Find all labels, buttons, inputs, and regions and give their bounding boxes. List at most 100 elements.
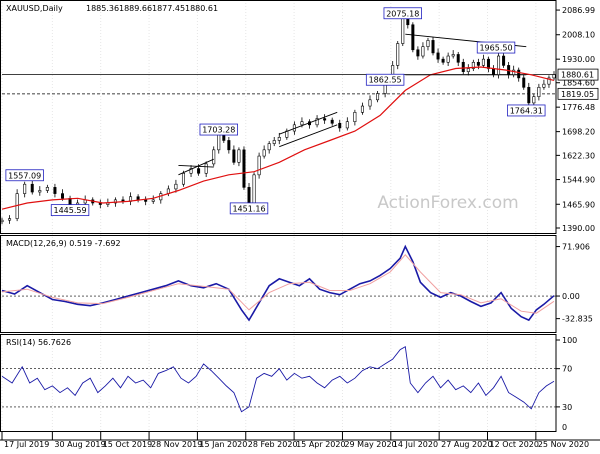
annotation-box	[199, 123, 238, 136]
candle-body	[330, 119, 334, 124]
ohlc-value: 1877.45	[152, 4, 185, 13]
candle-body	[0, 219, 4, 223]
candle-body	[481, 58, 485, 66]
x-tick-label: 15 Jan 2020	[199, 440, 247, 449]
annotation-label: 1445.59	[54, 206, 87, 215]
price-tag-box	[557, 87, 599, 100]
candle-body	[338, 122, 342, 129]
candle-body	[396, 43, 400, 66]
candle-body	[197, 168, 201, 174]
candle-body	[262, 149, 266, 157]
macd-macd-line	[1, 244, 555, 322]
candle-body	[38, 190, 42, 193]
candle-body	[466, 68, 470, 72]
candle-body	[227, 140, 231, 151]
candle-body	[446, 55, 450, 63]
x-tick-label: 15 Oct 2019	[103, 440, 152, 449]
x-tick-label: 28 Nov 2019	[151, 440, 202, 449]
candle-body	[360, 105, 364, 113]
candle-body	[174, 183, 178, 190]
candle-body	[45, 187, 49, 191]
candle-body	[527, 86, 531, 104]
candle-body	[212, 149, 216, 165]
annotation-box	[507, 104, 546, 117]
rsi-y-tick-label: 70	[562, 365, 572, 374]
ohlc-value: 1889.66	[119, 4, 152, 13]
candle-body	[492, 68, 496, 76]
macd-y-tick-label: 71.906	[562, 243, 590, 252]
candle-body	[471, 61, 475, 69]
candle-body	[8, 218, 12, 221]
candle-body	[300, 121, 304, 126]
candle-body	[113, 199, 117, 204]
candle-body	[461, 61, 465, 72]
annotation-box	[383, 7, 422, 20]
x-tick-label: 29 May 2020	[344, 440, 396, 449]
watermark-text: ActionForex.com	[377, 193, 518, 213]
candle-body	[522, 77, 526, 88]
price-y-tick-label: 2008.10	[562, 31, 595, 40]
annotation-label: 2075.18	[386, 9, 419, 18]
candle-body	[53, 187, 57, 194]
annotation-label: 1764.31	[510, 106, 543, 115]
x-tick-label: 27 Aug 2020	[441, 440, 492, 449]
candle-body	[456, 54, 460, 63]
trendline	[178, 158, 214, 176]
price-y-tick-label: 1465.90	[562, 200, 595, 209]
x-tick-label: 17 Jul 2019	[4, 440, 49, 449]
candle-body	[406, 18, 410, 26]
annotation-box	[229, 202, 269, 215]
candle-body	[486, 58, 490, 69]
x-tick-label: 30 Aug 2019	[54, 440, 105, 449]
price-y-tick-label: 1622.30	[562, 151, 595, 160]
rsi-y-tick-label: 0	[562, 423, 567, 432]
candle-body	[247, 187, 251, 204]
candle-body	[532, 96, 536, 104]
candle-body	[497, 55, 501, 76]
annotation-box	[5, 169, 44, 182]
trendline	[279, 124, 338, 148]
candle-body	[252, 174, 256, 204]
annotation-label: 1557.09	[8, 171, 41, 180]
candle-body	[272, 140, 276, 144]
moving-average-line	[1, 66, 555, 210]
rsi-pane-title: RSI(14) 56.7626	[6, 338, 71, 347]
x-tick-label: 15 Apr 2020	[296, 440, 345, 449]
candle-body	[426, 40, 430, 47]
candle-body	[537, 86, 541, 97]
annotation-label: 1965.50	[479, 44, 512, 53]
price-tag-label: 1819.05	[561, 90, 594, 99]
pane-frame-price	[0, 0, 557, 234]
price-tag-label: 1880.61	[561, 71, 594, 80]
price-y-tick-label: 1698.20	[562, 128, 595, 137]
candle-body	[315, 118, 319, 126]
price-y-tick-label: 1776.48	[562, 103, 595, 112]
ohlc-value: 1880.61	[185, 4, 218, 13]
candle-body	[257, 155, 261, 176]
rsi-y-tick-label: 100	[562, 336, 577, 345]
candle-body	[421, 46, 425, 57]
annotation-label: 1451.16	[232, 204, 265, 213]
x-tick-label: 12 Oct 2020	[490, 440, 539, 449]
candle-body	[60, 193, 64, 199]
price-pane-title: XAUUSD,Daily	[6, 4, 63, 13]
macd-y-tick-label: 0.00	[562, 292, 580, 301]
rsi-y-tick-label: 30	[562, 403, 572, 412]
candle-body	[502, 55, 506, 66]
trendline	[279, 111, 338, 135]
macd-signal-line	[1, 254, 555, 314]
candle-body	[552, 74, 556, 79]
annotation-label: 1703.28	[202, 126, 235, 135]
candle-body	[23, 183, 27, 194]
x-tick-label: 28 Feb 2020	[248, 440, 298, 449]
price-y-tick-label: 1854.60	[562, 79, 595, 88]
x-tick-label: 14 Jul 2020	[393, 440, 438, 449]
candle-body	[267, 143, 271, 151]
ohlc-value: 1885.36	[86, 4, 119, 13]
candle-body	[411, 24, 415, 51]
candle-body	[345, 121, 349, 129]
candle-body	[547, 77, 551, 85]
candle-body	[416, 49, 420, 57]
